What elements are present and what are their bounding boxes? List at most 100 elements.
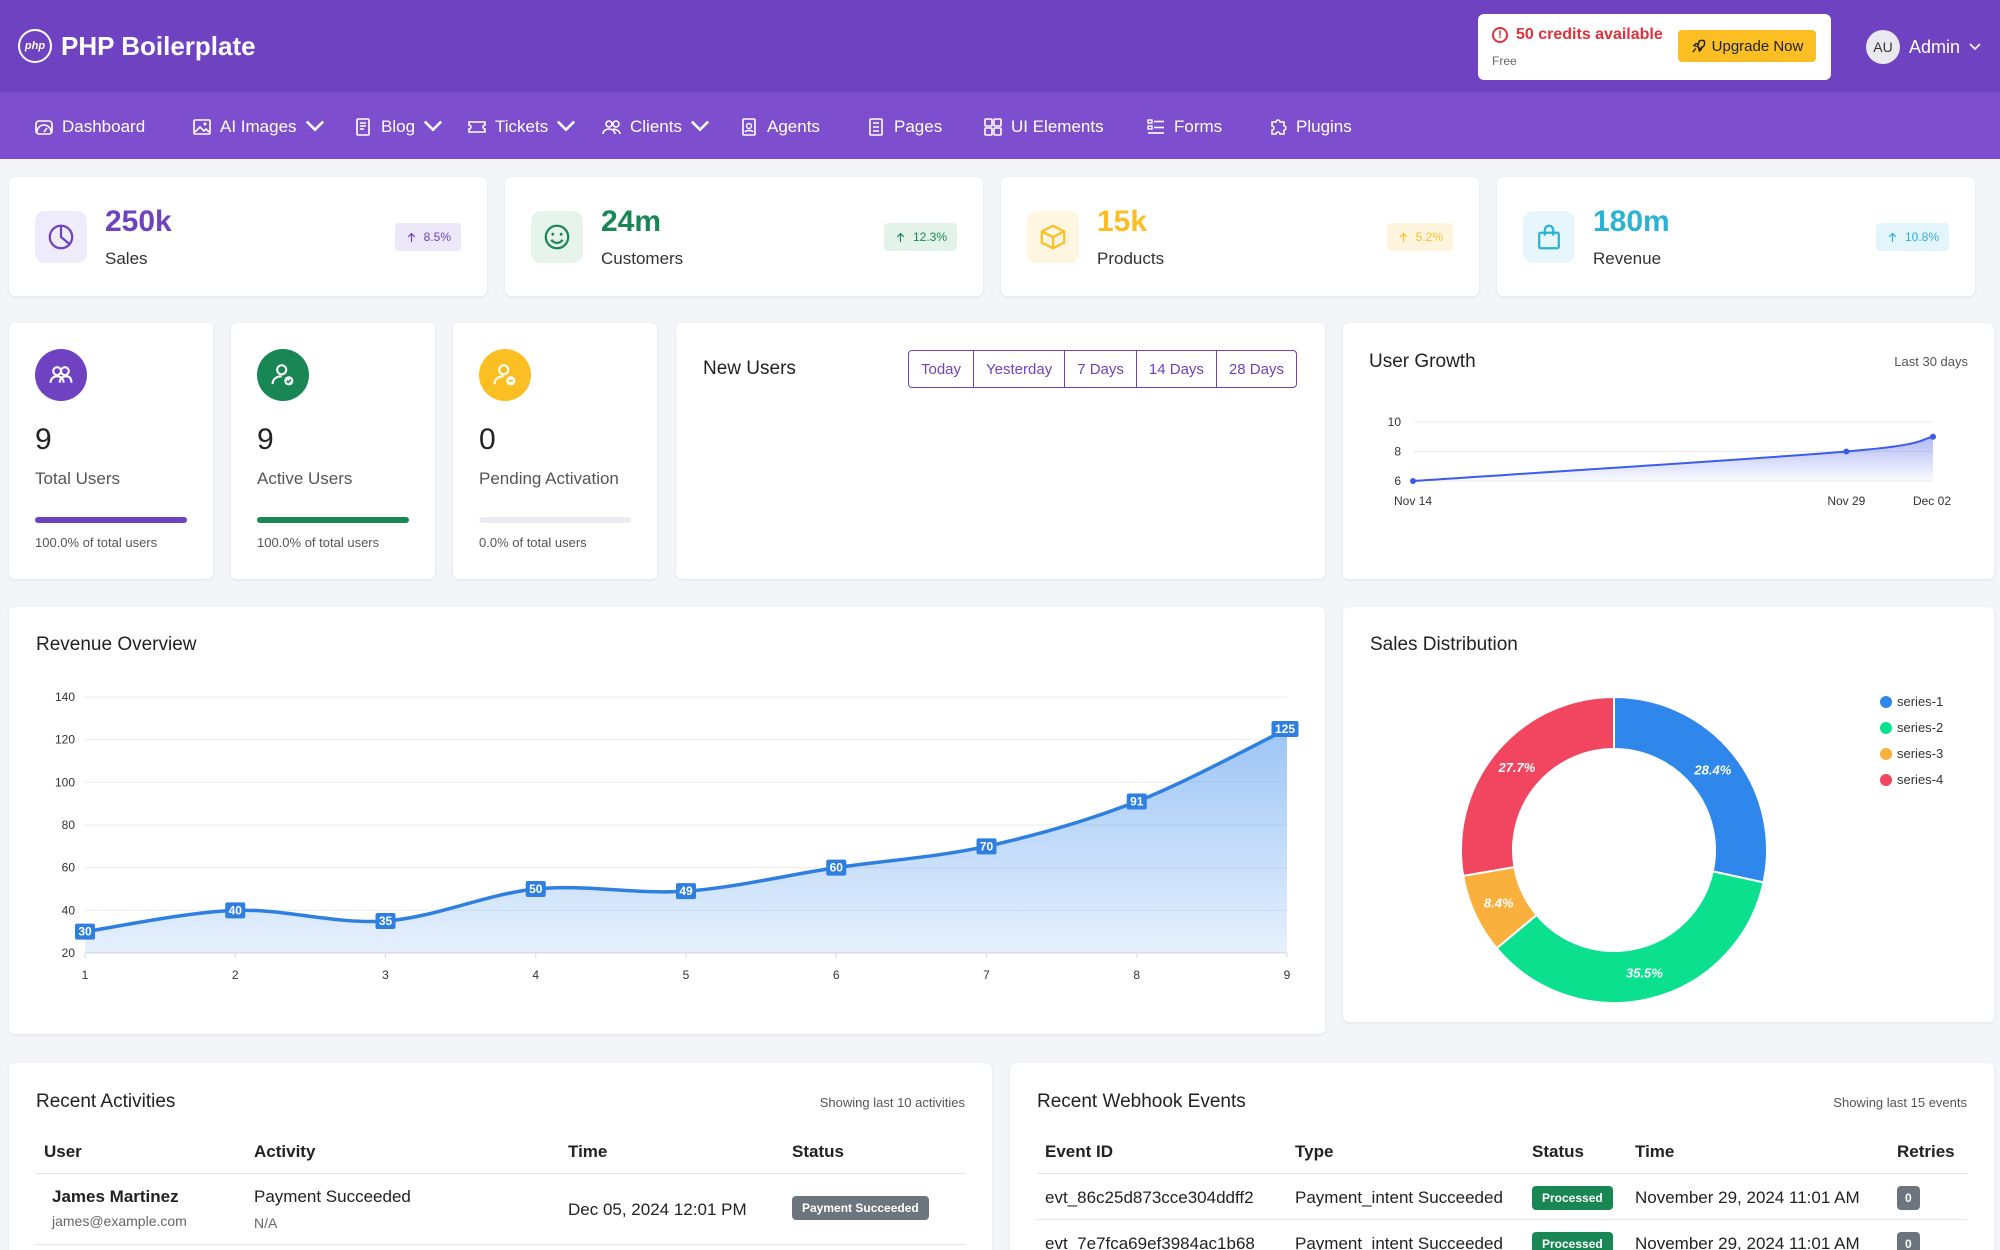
revenue-overview-card: Revenue Overview 140 120 100 80 60 40 20 1 2 3 4 5 6… bbox=[9, 607, 1325, 1034]
nav-label: Dashboard bbox=[62, 117, 146, 136]
legend-item-series-3[interactable]: series-3 bbox=[1880, 746, 1943, 761]
plan-label: Free bbox=[1492, 54, 1517, 68]
php-logo-icon[interactable]: php bbox=[18, 29, 52, 63]
slice-label: 35.5% bbox=[1626, 965, 1663, 980]
stat-icon-wrap bbox=[1027, 211, 1079, 263]
status-badge: Processed bbox=[1532, 1186, 1613, 1210]
avatar[interactable]: AU bbox=[1866, 30, 1900, 64]
page-icon bbox=[869, 118, 883, 136]
puzzle-icon bbox=[1271, 119, 1287, 135]
user-stat-label: Pending Activation bbox=[479, 469, 619, 488]
users-icon bbox=[49, 366, 73, 383]
pie-slice-series-4[interactable] bbox=[1460, 695, 1615, 877]
nav-label: Agents bbox=[767, 117, 820, 136]
event-id: evt_86c25d873cce304ddff2 bbox=[1045, 1188, 1254, 1207]
nav-label: AI Images bbox=[220, 117, 297, 136]
range-today-button[interactable]: Today bbox=[921, 360, 962, 378]
progress-track bbox=[479, 517, 631, 523]
date-range-toggle: Today Yesterday 7 Days 14 Days 28 Days bbox=[908, 350, 1297, 388]
stat-icon-wrap bbox=[1523, 211, 1575, 263]
stat-change: 12.3% bbox=[912, 230, 947, 244]
nav-clients[interactable]: Clients bbox=[602, 116, 710, 138]
nav-label: Forms bbox=[1174, 117, 1223, 136]
pie-slice-series-2[interactable] bbox=[1495, 870, 1765, 1004]
col-type: Type bbox=[1295, 1142, 1334, 1161]
data-label: 125 bbox=[1275, 722, 1295, 736]
col-retries: Retries bbox=[1897, 1142, 1955, 1161]
stat-card-products: 15k Products 5.2% bbox=[1001, 177, 1479, 296]
nav-label: Tickets bbox=[495, 117, 549, 136]
data-label-box bbox=[1271, 721, 1299, 737]
nav-forms[interactable]: Forms bbox=[1146, 116, 1222, 138]
arrow-up-icon bbox=[1399, 232, 1407, 242]
legend-label: series-4 bbox=[1897, 772, 1944, 787]
nav-ai-images[interactable]: AI Images bbox=[192, 116, 325, 138]
legend-item-series-1[interactable]: series-1 bbox=[1880, 694, 1943, 709]
grid-icon bbox=[984, 118, 1002, 136]
legend-item-series-4[interactable]: series-4 bbox=[1880, 772, 1943, 787]
range-28-days-button[interactable]: 28 Days bbox=[1215, 351, 1296, 387]
user-stat-icon-wrap bbox=[35, 349, 87, 401]
x-tick-label: 2 bbox=[232, 968, 239, 982]
progress-track bbox=[257, 517, 409, 523]
x-tick-label: Nov 14 bbox=[1394, 494, 1432, 508]
data-label: 91 bbox=[1130, 795, 1144, 809]
image-icon bbox=[193, 119, 211, 135]
data-label: 40 bbox=[229, 903, 243, 917]
slice-label: 28.4% bbox=[1693, 762, 1731, 777]
row-divider bbox=[36, 1244, 966, 1245]
user-growth-card: User Growth Last 30 days 10 8 6 Nov 14 Nov 2… bbox=[1343, 323, 1994, 579]
nav-agents[interactable]: Agents bbox=[739, 116, 820, 138]
y-tick-label: 8 bbox=[1394, 445, 1401, 459]
stat-value: 15k bbox=[1097, 205, 1148, 238]
brand-title[interactable]: PHP Boilerplate bbox=[61, 31, 256, 61]
box-icon bbox=[1040, 224, 1066, 250]
header-divider bbox=[1037, 1173, 1967, 1174]
data-label-box bbox=[976, 838, 997, 855]
col-user: User bbox=[44, 1142, 82, 1161]
sales-distribution-chart: 28.4% 35.5% 8.4% 27.7% bbox=[1460, 695, 1768, 1004]
col-event-id: Event ID bbox=[1045, 1142, 1114, 1161]
badge-icon bbox=[742, 118, 756, 136]
slice-label: 27.7% bbox=[1497, 760, 1535, 775]
user-stat-percent: 0.0% of total users bbox=[479, 535, 587, 550]
legend-dot bbox=[1880, 695, 1892, 708]
data-label: 35 bbox=[379, 914, 393, 928]
event-time: November 29, 2024 11:01 AM bbox=[1635, 1234, 1860, 1250]
chevron-down-icon bbox=[557, 120, 576, 132]
nav-ui-elements[interactable]: UI Elements bbox=[983, 116, 1104, 138]
nav-dashboard[interactable]: Dashboard bbox=[34, 116, 145, 138]
webhook-events-subtitle: Showing last 15 events bbox=[1833, 1095, 1967, 1110]
chevron-down-icon[interactable] bbox=[1968, 42, 1982, 52]
activity-detail: N/A bbox=[254, 1215, 278, 1231]
nav-blog[interactable]: Blog bbox=[353, 116, 443, 138]
status-badge: Processed bbox=[1532, 1232, 1613, 1250]
upgrade-now-button[interactable]: Upgrade Now bbox=[1678, 30, 1816, 62]
recent-activities-subtitle: Showing last 10 activities bbox=[819, 1095, 965, 1110]
y-tick-label: 20 bbox=[62, 946, 76, 960]
nav-pages[interactable]: Pages bbox=[866, 116, 942, 138]
x-tick-label: 4 bbox=[532, 968, 539, 982]
range-7-days-button[interactable]: 7 Days bbox=[1064, 351, 1136, 387]
x-tick-label: 1 bbox=[82, 968, 89, 982]
x-tick-label: 7 bbox=[983, 968, 990, 982]
nav-tickets[interactable]: Tickets bbox=[467, 116, 576, 138]
x-tick-label: Dec 02 bbox=[1913, 494, 1951, 508]
user-stat-card-active-users: 9 Active Users 100.0% of total users bbox=[231, 323, 435, 579]
growth-area bbox=[1413, 436, 1933, 481]
user-stat-icon-wrap bbox=[257, 349, 309, 401]
data-label-box bbox=[75, 923, 95, 940]
retries-badge: 0 bbox=[1897, 1232, 1920, 1250]
nav-plugins[interactable]: Plugins bbox=[1268, 116, 1352, 138]
range-yesterday-button[interactable]: Yesterday bbox=[973, 351, 1064, 387]
range-14-days-button[interactable]: 14 Days bbox=[1135, 351, 1216, 387]
sales-distribution-card: Sales Distribution 28.4% 35.5% 8.4% 27.7% s… bbox=[1343, 607, 1994, 1022]
user-stat-value: 9 bbox=[257, 423, 274, 456]
credits-text: 50 credits available bbox=[1516, 26, 1663, 43]
legend-item-series-2[interactable]: series-2 bbox=[1880, 720, 1943, 735]
pie-slice-series-1[interactable] bbox=[1613, 695, 1768, 884]
user-menu-name[interactable]: Admin bbox=[1909, 37, 1961, 57]
stat-change-badge: 12.3% bbox=[883, 223, 957, 251]
revenue-area bbox=[85, 729, 1287, 953]
stat-value: 24m bbox=[601, 205, 662, 238]
